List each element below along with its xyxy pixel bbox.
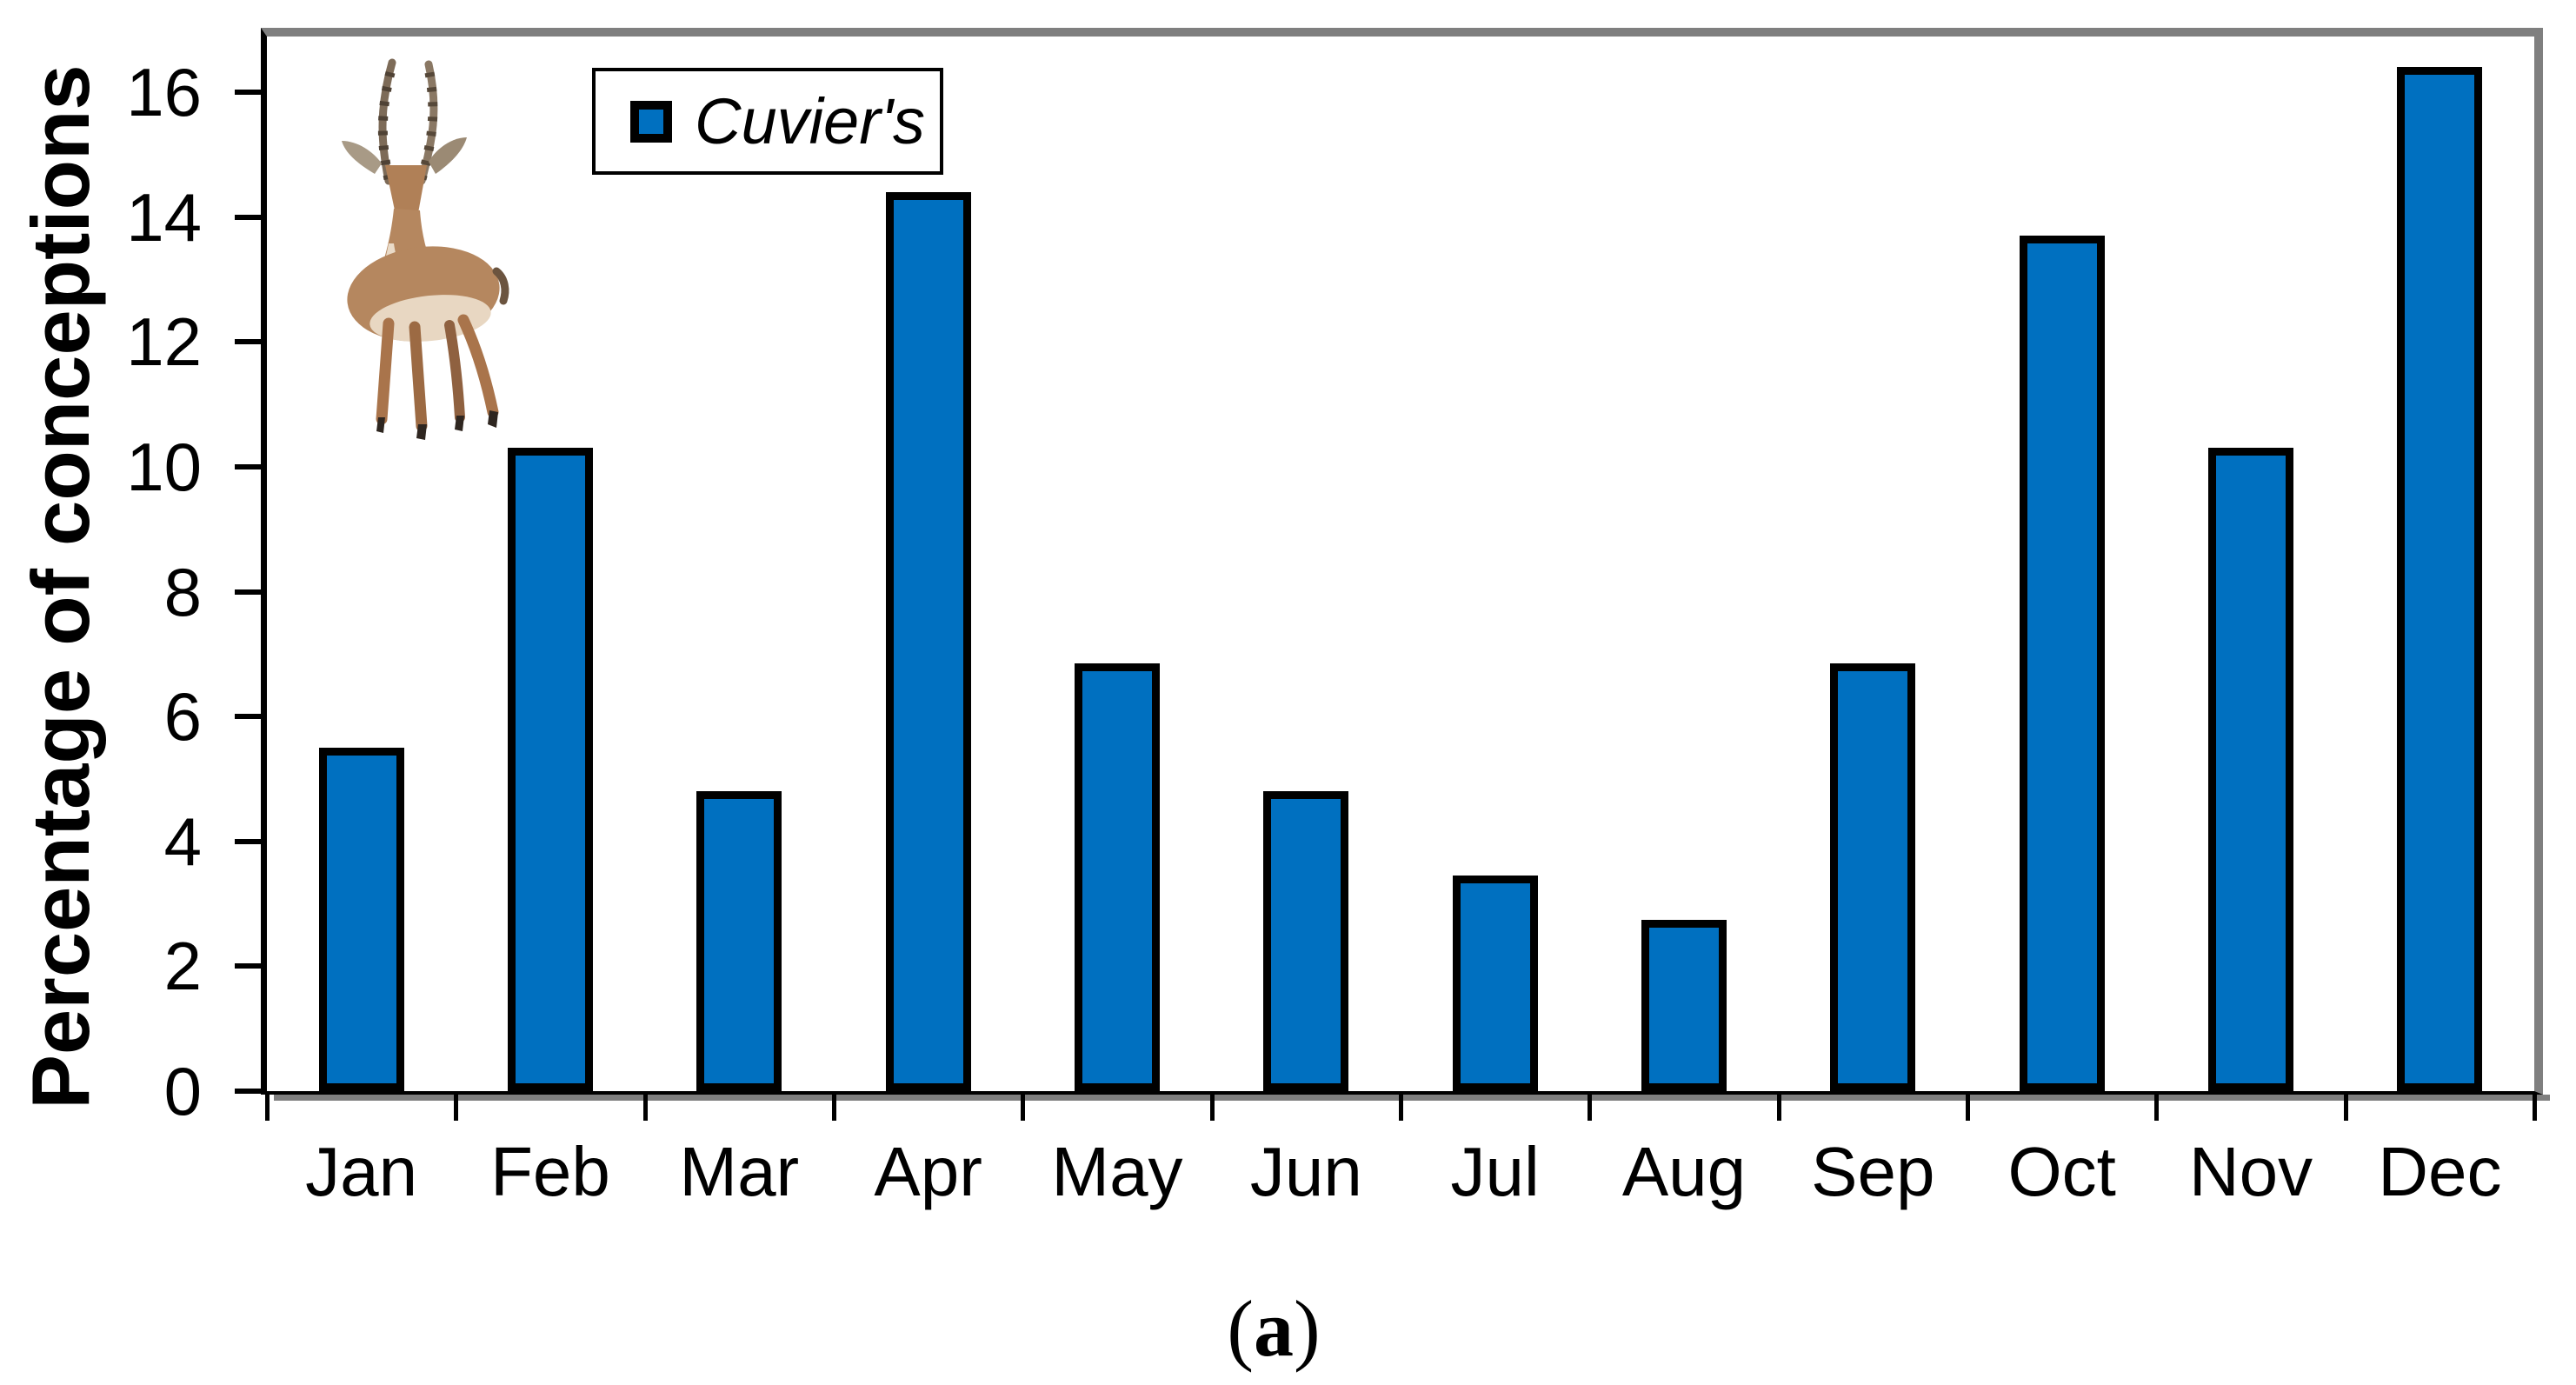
x-tick-mark	[2343, 1095, 2348, 1121]
x-tick-label: May	[1051, 1133, 1183, 1210]
x-tick-label: Mar	[679, 1133, 800, 1210]
panel-caption: (a)	[0, 1285, 2547, 1372]
y-tick-mark	[235, 463, 261, 469]
y-tick-mark	[235, 589, 261, 595]
x-tick-mark	[642, 1095, 648, 1121]
y-tick-mark	[235, 1089, 261, 1094]
bar-apr	[885, 191, 971, 1091]
x-tick-mark	[1966, 1095, 1970, 1121]
x-tick-label: Nov	[2188, 1133, 2313, 1210]
x-tick-label: Sep	[1811, 1133, 1935, 1210]
bar-aug	[1641, 919, 1727, 1091]
y-tick-label: 0	[163, 1053, 202, 1129]
x-tick-mark	[1399, 1095, 1403, 1121]
y-tick-mark	[235, 339, 261, 345]
x-tick-label: Feb	[490, 1133, 610, 1210]
legend-marker-square-icon	[630, 100, 672, 143]
caption-paren-close: )	[1294, 1284, 1321, 1373]
x-axis-shadow	[274, 1095, 2550, 1101]
x-tick-label: Apr	[874, 1133, 982, 1210]
legend-label: Cuvier's	[695, 85, 925, 157]
bar-may	[1075, 663, 1160, 1091]
x-tick-mark	[832, 1095, 836, 1121]
bar-sep	[1830, 663, 1916, 1091]
caption-letter: a	[1254, 1284, 1294, 1373]
bar-jul	[1452, 876, 1538, 1091]
y-tick-label: 12	[126, 303, 202, 381]
gazelle-image	[342, 58, 509, 440]
x-tick-mark	[454, 1095, 459, 1121]
x-tick-mark	[265, 1095, 270, 1121]
caption-paren-open: (	[1227, 1284, 1254, 1373]
y-tick-label: 2	[163, 928, 202, 1005]
bar-nov	[2208, 448, 2293, 1091]
x-tick-label: Jun	[1249, 1133, 1362, 1210]
bar-mar	[696, 791, 782, 1091]
y-tick-mark	[235, 90, 261, 95]
y-tick-label: 14	[126, 178, 202, 256]
x-tick-mark	[1021, 1095, 1026, 1121]
x-tick-mark	[2533, 1095, 2537, 1121]
x-tick-mark	[1776, 1095, 1781, 1121]
plot-area	[261, 28, 2543, 1095]
y-tick-label: 16	[126, 54, 202, 130]
x-tick-label: Oct	[2007, 1133, 2116, 1210]
y-tick-mark	[235, 214, 261, 220]
legend: Cuvier's	[592, 68, 943, 175]
x-tick-mark	[1588, 1095, 1593, 1121]
y-tick-mark	[235, 714, 261, 720]
y-tick-label: 8	[163, 553, 202, 630]
y-tick-mark	[235, 838, 261, 844]
x-tick-mark	[2154, 1095, 2160, 1121]
x-tick-label: Jul	[1450, 1133, 1540, 1210]
bar-dec	[2397, 67, 2483, 1091]
x-tick-label: Aug	[1621, 1133, 1747, 1210]
y-tick-label: 6	[163, 678, 202, 756]
x-tick-label: Dec	[2378, 1133, 2502, 1210]
bar-oct	[2019, 236, 2105, 1091]
plot-inner	[267, 37, 2534, 1091]
bar-jun	[1263, 791, 1349, 1091]
bar-jan	[318, 748, 404, 1091]
x-tick-label: Jan	[305, 1133, 418, 1210]
bar-feb	[508, 448, 593, 1091]
y-tick-mark	[235, 963, 261, 969]
x-tick-mark	[1209, 1095, 1215, 1121]
y-tick-label: 10	[126, 428, 202, 505]
y-tick-label: 4	[163, 802, 202, 880]
